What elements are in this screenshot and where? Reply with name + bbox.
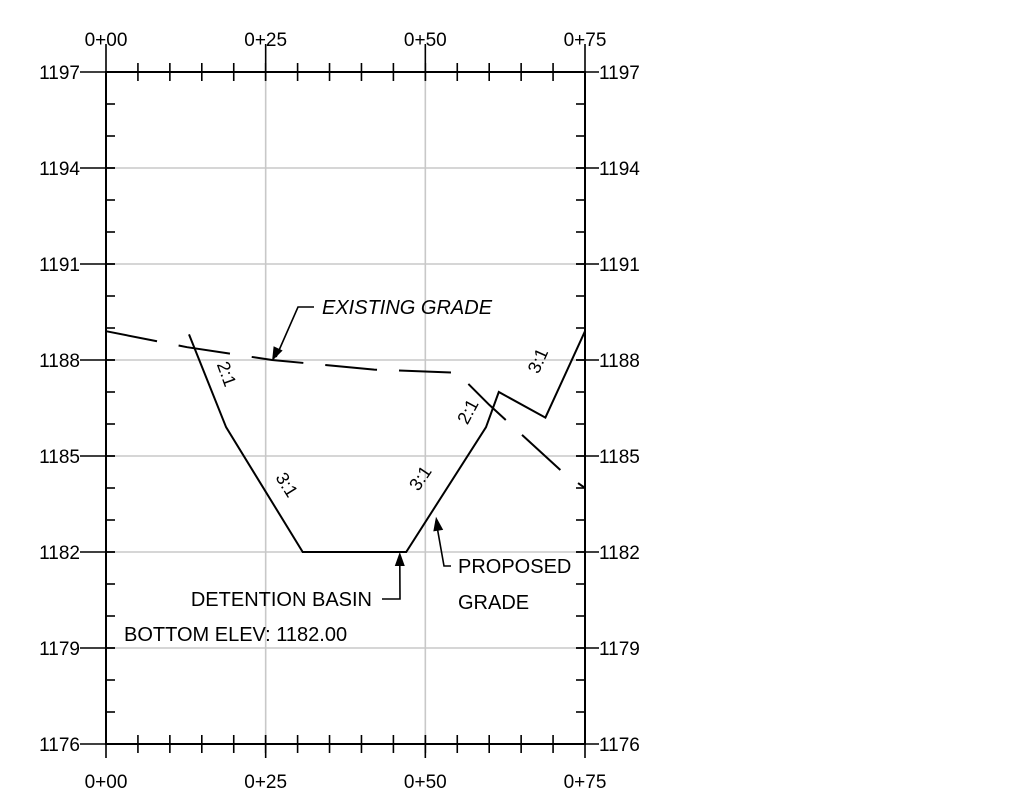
y-tick-label-left: 1194 bbox=[39, 159, 80, 180]
slope-label: 3:1 bbox=[272, 469, 302, 501]
x-tick-label-bottom: 0+75 bbox=[564, 772, 607, 793]
plot-frame bbox=[105, 71, 586, 745]
grid-lines bbox=[106, 72, 585, 744]
detention-basin-arrow bbox=[394, 552, 405, 566]
proposed-grade-label: PROPOSED bbox=[458, 556, 571, 578]
detention-basin-label: DETENTION BASIN bbox=[191, 589, 372, 611]
x-tick-label-top: 0+50 bbox=[404, 30, 447, 51]
y-tick-label-right: 1191 bbox=[599, 255, 640, 276]
y-tick-label-right: 1176 bbox=[599, 735, 640, 756]
proposed-grade-arrow bbox=[433, 516, 444, 532]
tick-labels: 0+00 0+00 0+25 0+25 0+50 0+50 0+75 0+75 1197 1197… bbox=[39, 30, 640, 793]
y-tick-label-left: 1176 bbox=[39, 735, 80, 756]
axis-ticks bbox=[80, 44, 599, 758]
existing-grade-arrow bbox=[272, 346, 283, 361]
bottom-elevation-label: BOTTOM ELEV: 1182.00 bbox=[124, 624, 347, 646]
slope-label: 2:1 bbox=[213, 359, 240, 389]
x-tick-label-bottom: 0+00 bbox=[85, 772, 128, 793]
y-tick-label-right: 1188 bbox=[599, 351, 640, 372]
existing-grade-leader bbox=[275, 306, 314, 358]
y-tick-label-right: 1182 bbox=[599, 543, 640, 564]
proposed-grade-leader bbox=[435, 520, 451, 567]
y-tick-label-right: 1179 bbox=[599, 639, 640, 660]
x-tick-label-top: 0+00 bbox=[85, 30, 128, 51]
annotations: 2:1 3:1 3:1 2:1 3:1 EXISTING GRADE PROPOSED GRA… bbox=[124, 297, 571, 646]
y-tick-label-right: 1197 bbox=[599, 63, 640, 84]
proposed-grade-label-line2: GRADE bbox=[458, 592, 529, 614]
y-tick-label-left: 1197 bbox=[39, 63, 80, 84]
y-tick-label-left: 1182 bbox=[39, 543, 80, 564]
detention-basin-leader bbox=[382, 557, 401, 600]
y-tick-label-left: 1188 bbox=[39, 351, 80, 372]
x-tick-label-top: 0+75 bbox=[564, 30, 607, 51]
existing-grade-label: EXISTING GRADE bbox=[322, 297, 493, 319]
y-tick-label-left: 1179 bbox=[39, 639, 80, 660]
grade-lines bbox=[105, 330, 586, 553]
y-tick-label-left: 1185 bbox=[39, 447, 80, 468]
x-tick-label-top: 0+25 bbox=[244, 30, 287, 51]
x-tick-label-bottom: 0+50 bbox=[404, 772, 447, 793]
y-tick-label-right: 1194 bbox=[599, 159, 640, 180]
existing-grade-line bbox=[105, 330, 586, 489]
slope-label: 3:1 bbox=[524, 345, 552, 376]
slope-label: 2:1 bbox=[453, 396, 482, 427]
proposed-grade-line bbox=[188, 330, 586, 553]
y-tick-label-left: 1191 bbox=[39, 255, 80, 276]
y-tick-label-right: 1185 bbox=[599, 447, 640, 468]
x-tick-label-bottom: 0+25 bbox=[244, 772, 287, 793]
slope-label: 3:1 bbox=[405, 462, 436, 494]
